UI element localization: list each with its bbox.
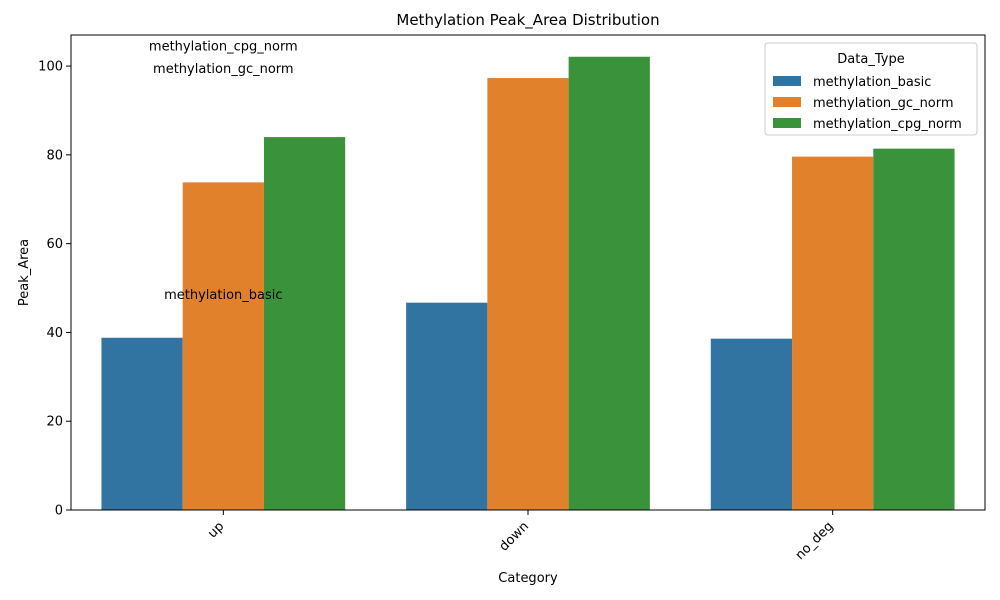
bar-methylation_basic-down [406,302,488,510]
y-axis: 0 20 40 60 80 100 [38,60,71,519]
legend: Data_Type methylation_basic methylation_gc… [764,42,978,136]
legend-label-methylation_gc_norm: methylation_gc_norm [813,96,954,111]
bar-methylation_gc_norm-no_deg [792,156,874,511]
legend-title: Data_Type [837,52,904,67]
plot-frame [70,34,986,511]
legend-label-methylation_basic: methylation_basic [813,75,931,90]
bar-methylation_cpg_norm-down [568,56,650,511]
bar-methylation_basic-up [101,337,183,510]
y-axis-label: Peak_Area [17,239,32,306]
annotation-label: methylation_cpg_norm [149,40,298,55]
x-axis-label: Category [498,571,558,586]
legend-box [764,42,978,136]
y-tick-label: 80 [46,148,63,163]
legend-swatch-methylation_cpg_norm [773,118,801,128]
y-tick-label: 100 [38,60,63,75]
bar-methylation_cpg_norm-up [263,137,346,511]
bars-group [101,56,955,511]
chart-title: Methylation Peak_Area Distribution [396,11,659,30]
y-tick-label: 60 [46,237,63,252]
legend-label-methylation_cpg_norm: methylation_cpg_norm [813,117,962,132]
annotation-label: methylation_gc_norm [153,62,294,77]
annotation-label: methylation_basic [164,288,282,303]
legend-swatch-methylation_gc_norm [773,97,801,107]
y-tick-label: 0 [55,504,63,519]
annotations-group: methylation_cpg_norm methylation_gc_normm… [149,40,298,304]
bar-methylation_cpg_norm-no_deg [873,148,955,510]
y-tick-label: 40 [46,326,63,341]
bar-methylation_gc_norm-up [182,182,264,510]
bar-methylation_gc_norm-down [487,78,569,511]
legend-swatch-methylation_basic [773,76,801,86]
y-tick-label: 20 [46,415,63,430]
bar-methylation_basic-no_deg [710,338,793,510]
